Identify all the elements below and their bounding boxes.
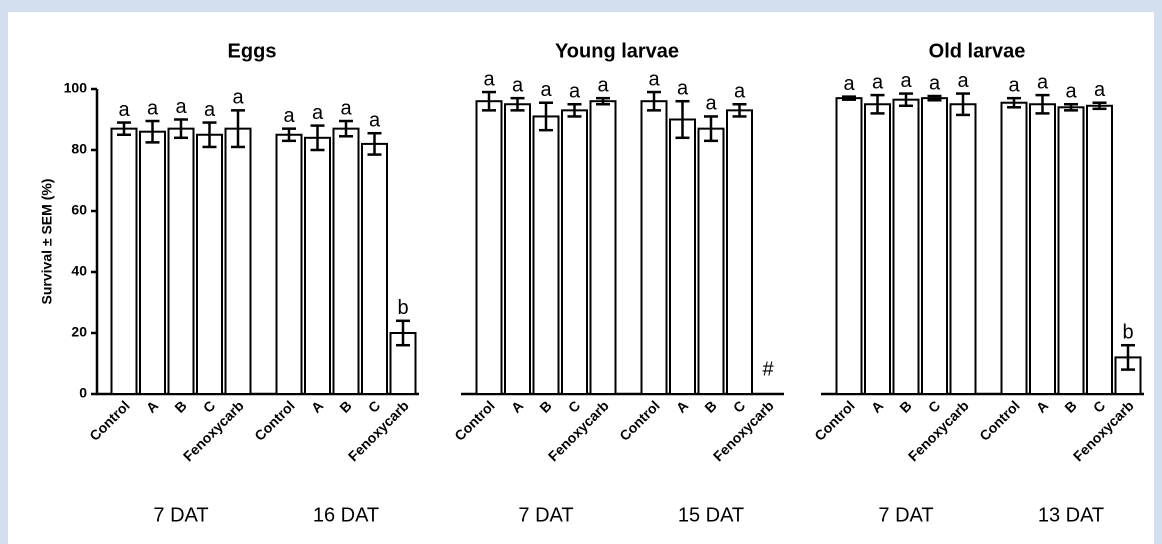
bar xyxy=(167,127,195,395)
panel-title: Old larvae xyxy=(929,40,1026,62)
bar xyxy=(139,130,166,395)
bar xyxy=(475,100,503,395)
bar xyxy=(1086,104,1113,396)
bar xyxy=(332,127,360,395)
bar xyxy=(224,127,252,395)
significance-letter: a xyxy=(705,93,717,115)
significance-letter: a xyxy=(118,99,130,121)
significance-letter: a xyxy=(369,110,381,132)
y-tick-label: 60 xyxy=(71,202,87,218)
significance-letter: a xyxy=(540,79,552,101)
significance-letter: a xyxy=(1008,74,1020,96)
significance-letter: a xyxy=(283,105,295,127)
y-tick-label: 40 xyxy=(71,263,87,279)
significance-letter: a xyxy=(957,70,969,92)
group-label: 7 DAT xyxy=(878,504,933,526)
significance-letter: a xyxy=(232,87,244,109)
bar xyxy=(921,97,948,396)
bar xyxy=(1057,106,1085,396)
group-label: 13 DAT xyxy=(1038,504,1104,526)
bar xyxy=(561,109,588,395)
group-label: 15 DAT xyxy=(678,504,744,526)
significance-letter: a xyxy=(569,81,581,103)
bar xyxy=(110,127,138,395)
bar xyxy=(949,103,977,395)
significance-letter: a xyxy=(677,77,689,99)
y-tick-label: 20 xyxy=(71,324,87,340)
bar xyxy=(669,118,696,395)
bar xyxy=(1029,103,1056,395)
bar xyxy=(726,109,753,395)
y-tick-label: 80 xyxy=(71,141,87,157)
bar xyxy=(532,115,560,395)
y-tick-label: 0 xyxy=(79,385,87,401)
bar xyxy=(361,142,388,395)
significance-letter: b xyxy=(1122,321,1133,343)
bar xyxy=(196,133,223,395)
group-label: 16 DAT xyxy=(313,504,379,526)
group-label: 7 DAT xyxy=(153,504,208,526)
significance-letter: # xyxy=(762,358,774,380)
group-label: 7 DAT xyxy=(518,504,573,526)
significance-letter: a xyxy=(843,73,855,95)
bar xyxy=(864,103,891,395)
significance-letter: a xyxy=(204,99,216,121)
bar xyxy=(697,127,725,395)
significance-letter: b xyxy=(397,297,408,319)
bar xyxy=(304,136,331,396)
significance-letter: a xyxy=(734,81,746,103)
significance-letter: a xyxy=(929,72,941,94)
significance-letter: a xyxy=(872,71,884,93)
significance-letter: a xyxy=(483,68,495,90)
significance-letter: a xyxy=(900,70,912,92)
bar xyxy=(892,98,920,396)
bar xyxy=(640,100,668,395)
y-axis-label: Survival ± SEM (%) xyxy=(39,179,55,305)
bar xyxy=(589,100,617,395)
significance-letter: a xyxy=(147,97,159,119)
significance-letter: a xyxy=(597,74,609,96)
y-tick-label: 100 xyxy=(64,80,88,96)
significance-letter: a xyxy=(175,96,187,118)
significance-letter: a xyxy=(312,102,324,124)
bar xyxy=(835,97,863,396)
significance-letter: a xyxy=(1094,79,1106,101)
significance-letter: a xyxy=(1037,71,1049,93)
bar xyxy=(1000,101,1028,395)
significance-letter: a xyxy=(512,74,524,96)
panel-title: Young larvae xyxy=(555,40,679,62)
panel-title: Eggs xyxy=(228,40,277,62)
significance-letter: a xyxy=(1065,81,1077,103)
bar xyxy=(504,103,531,395)
bar xyxy=(275,133,303,395)
significance-letter: a xyxy=(648,68,660,90)
significance-letter: a xyxy=(340,97,352,119)
